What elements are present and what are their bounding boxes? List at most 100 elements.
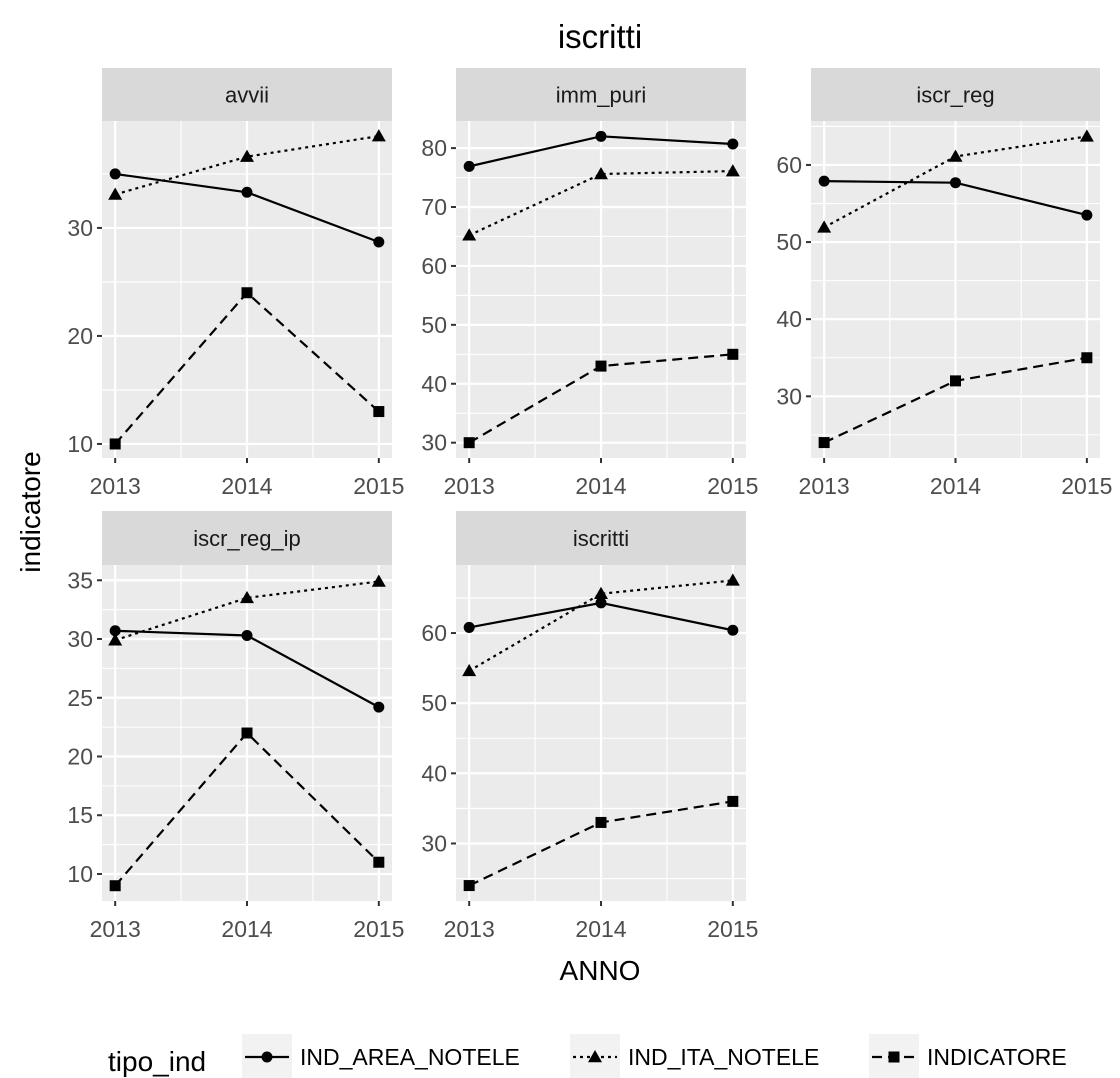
- data-point-ind-ita-notele: [1079, 129, 1094, 142]
- data-point-indicatore: [727, 795, 739, 807]
- x-tick-label: 2014: [221, 916, 272, 942]
- x-tick-label: 2015: [707, 473, 758, 499]
- data-point-indicatore: [463, 880, 475, 892]
- y-tick-label: 70: [421, 194, 447, 220]
- data-point-ind-area-notele: [727, 138, 739, 150]
- data-point-ind-ita-notele: [108, 633, 123, 646]
- data-point-ind-area-notele: [373, 701, 385, 713]
- y-tick-label: 30: [67, 215, 93, 241]
- data-point-ind-ita-notele: [371, 574, 386, 587]
- y-tick-label: 60: [421, 620, 447, 646]
- x-tick-label: 2015: [353, 473, 404, 499]
- y-tick-label: 20: [67, 743, 93, 769]
- x-axis-title: ANNO: [560, 955, 641, 986]
- x-tick-label: 2013: [444, 473, 495, 499]
- data-point-ind-area-notele: [950, 177, 961, 189]
- y-tick-label: 60: [776, 152, 802, 178]
- data-point-indicatore: [595, 360, 607, 372]
- data-point-ind-area-notele: [595, 597, 607, 609]
- facet-strip-label: imm_puri: [556, 83, 646, 108]
- y-tick-label: 60: [421, 253, 447, 279]
- chart-title: iscritti: [558, 18, 642, 55]
- data-point-indicatore: [109, 880, 121, 892]
- legend-key-marker: [588, 1050, 602, 1063]
- y-tick-label: 40: [421, 371, 447, 397]
- facet-panel-iscr-reg: iscr_reg 30 40 50 60 2013 2014 2015: [776, 68, 1112, 499]
- data-point-ind-ita-notele: [462, 663, 477, 677]
- data-point-indicatore: [818, 437, 830, 449]
- data-point-indicatore: [950, 375, 961, 387]
- x-tick-label: 2014: [575, 473, 626, 499]
- y-tick-label: 50: [421, 690, 447, 716]
- y-tick-label: 50: [421, 312, 447, 338]
- data-point-indicatore: [463, 437, 475, 449]
- data-point-ind-ita-notele: [725, 164, 740, 177]
- y-tick-label: 40: [776, 306, 802, 332]
- data-point-ind-area-notele: [463, 621, 475, 633]
- legend-key-marker: [261, 1051, 273, 1063]
- y-tick-label: 25: [67, 685, 93, 711]
- data-point-indicatore: [595, 816, 607, 828]
- x-tick-label: 2013: [90, 916, 141, 942]
- x-tick-label: 2014: [575, 916, 626, 942]
- x-tick-label: 2015: [353, 916, 404, 942]
- x-tick-label: 2014: [930, 473, 981, 499]
- data-point-ind-ita-notele: [371, 129, 386, 142]
- facet-panel-avvii: avvii 10 20 30 2013 2014 2015: [67, 68, 404, 499]
- data-point-ind-area-notele: [109, 625, 121, 637]
- data-point-indicatore: [241, 727, 253, 739]
- data-point-indicatore: [373, 856, 385, 868]
- data-point-ind-ita-notele: [817, 220, 832, 233]
- y-tick-label: 40: [421, 760, 447, 786]
- legend-title: tipo_ind: [108, 1046, 206, 1077]
- facet-panel-iscritti: iscritti 30 40 50 60 2013 2014 2015: [421, 511, 758, 942]
- facet-strip-label: iscritti: [573, 526, 629, 551]
- x-tick-label: 2013: [799, 473, 850, 499]
- y-tick-label: 30: [421, 430, 447, 456]
- data-point-ind-ita-notele: [594, 167, 608, 180]
- x-tick-label: 2013: [444, 916, 495, 942]
- data-point-ind-ita-notele: [948, 149, 963, 162]
- data-point-ind-area-notele: [595, 130, 607, 142]
- data-point-indicatore: [1081, 352, 1093, 364]
- y-tick-label: 35: [67, 567, 93, 593]
- y-tick-label: 20: [67, 323, 93, 349]
- data-point-indicatore: [109, 438, 121, 450]
- series-line-ind-ita-notele: [114, 580, 379, 642]
- legend-label: IND_AREA_NOTELE: [300, 1044, 520, 1070]
- data-point-ind-ita-notele: [725, 573, 740, 586]
- data-point-indicatore: [373, 406, 385, 418]
- legend-key-marker: [888, 1051, 900, 1063]
- y-tick-label: 30: [67, 626, 93, 652]
- legend-label: IND_ITA_NOTELE: [628, 1044, 819, 1070]
- legend-item-ind-ita-notele: IND_ITA_NOTELE: [570, 1034, 819, 1078]
- facet-strip-label: iscr_reg: [916, 83, 994, 108]
- x-tick-label: 2015: [1061, 473, 1112, 499]
- facet-panel-iscr-reg-ip: iscr_reg_ip 10 15 20 25 30 35 2013 2014 2015: [67, 511, 404, 942]
- data-point-ind-area-notele: [463, 160, 475, 172]
- x-tick-label: 2014: [221, 473, 272, 499]
- facet-strip: [456, 68, 746, 121]
- facet-strip-label: iscr_reg_ip: [193, 526, 301, 551]
- y-tick-label: 10: [67, 431, 93, 457]
- legend: tipo_ind IND_AREA_NOTELE IND_ITA_NOTELE IN…: [108, 1034, 1067, 1078]
- facet-panels: avvii 10 20 30 2013 2014 2015 imm_puri 30 40 50 60 7…: [67, 68, 1112, 942]
- x-tick-label: 2013: [90, 473, 141, 499]
- data-point-ind-area-notele: [241, 629, 253, 641]
- series-line-ind-ita-notele: [468, 169, 733, 237]
- facet-strip-label: avvii: [225, 83, 269, 108]
- data-point-ind-ita-notele: [462, 228, 477, 241]
- data-point-ind-area-notele: [241, 186, 253, 198]
- data-point-ind-area-notele: [109, 168, 121, 180]
- facet-strip: [811, 68, 1100, 121]
- data-point-indicatore: [241, 287, 253, 299]
- legend-item-indicatore: INDICATORE: [869, 1034, 1067, 1078]
- facet-strip: [456, 511, 746, 565]
- y-tick-label: 80: [421, 135, 447, 161]
- legend-item-ind-area-notele: IND_AREA_NOTELE: [242, 1034, 520, 1078]
- facet-strip: [102, 511, 392, 565]
- data-point-ind-ita-notele: [240, 590, 254, 604]
- y-tick-label: 50: [776, 229, 802, 255]
- y-tick-label: 30: [421, 830, 447, 856]
